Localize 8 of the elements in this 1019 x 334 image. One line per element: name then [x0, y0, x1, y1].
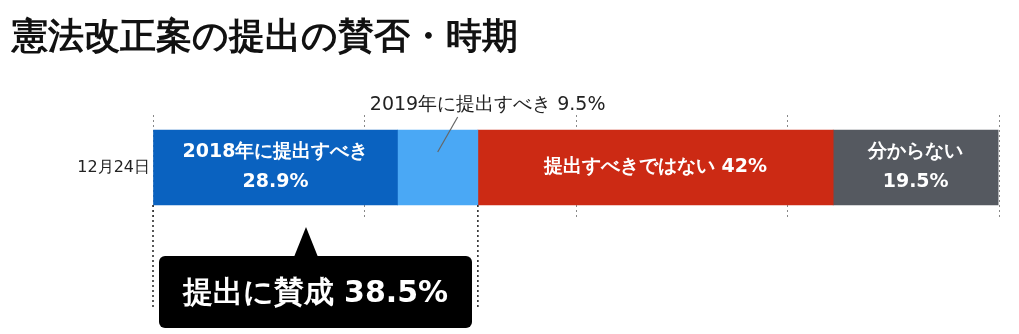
y-tick-label: 12月24日 — [77, 156, 150, 176]
chart-title: 憲法改正案の提出の賛否・時期 — [12, 14, 518, 58]
bar — [477, 129, 834, 206]
bar — [397, 129, 479, 206]
data-label: 分からない19.5% — [867, 139, 964, 192]
data-label: 2018年に提出すべき 28.9% — [182, 139, 369, 192]
data-label: 2019年に提出すべき 9.5% — [369, 91, 606, 114]
data-label: 提出すべきではない 42% — [542, 154, 768, 177]
